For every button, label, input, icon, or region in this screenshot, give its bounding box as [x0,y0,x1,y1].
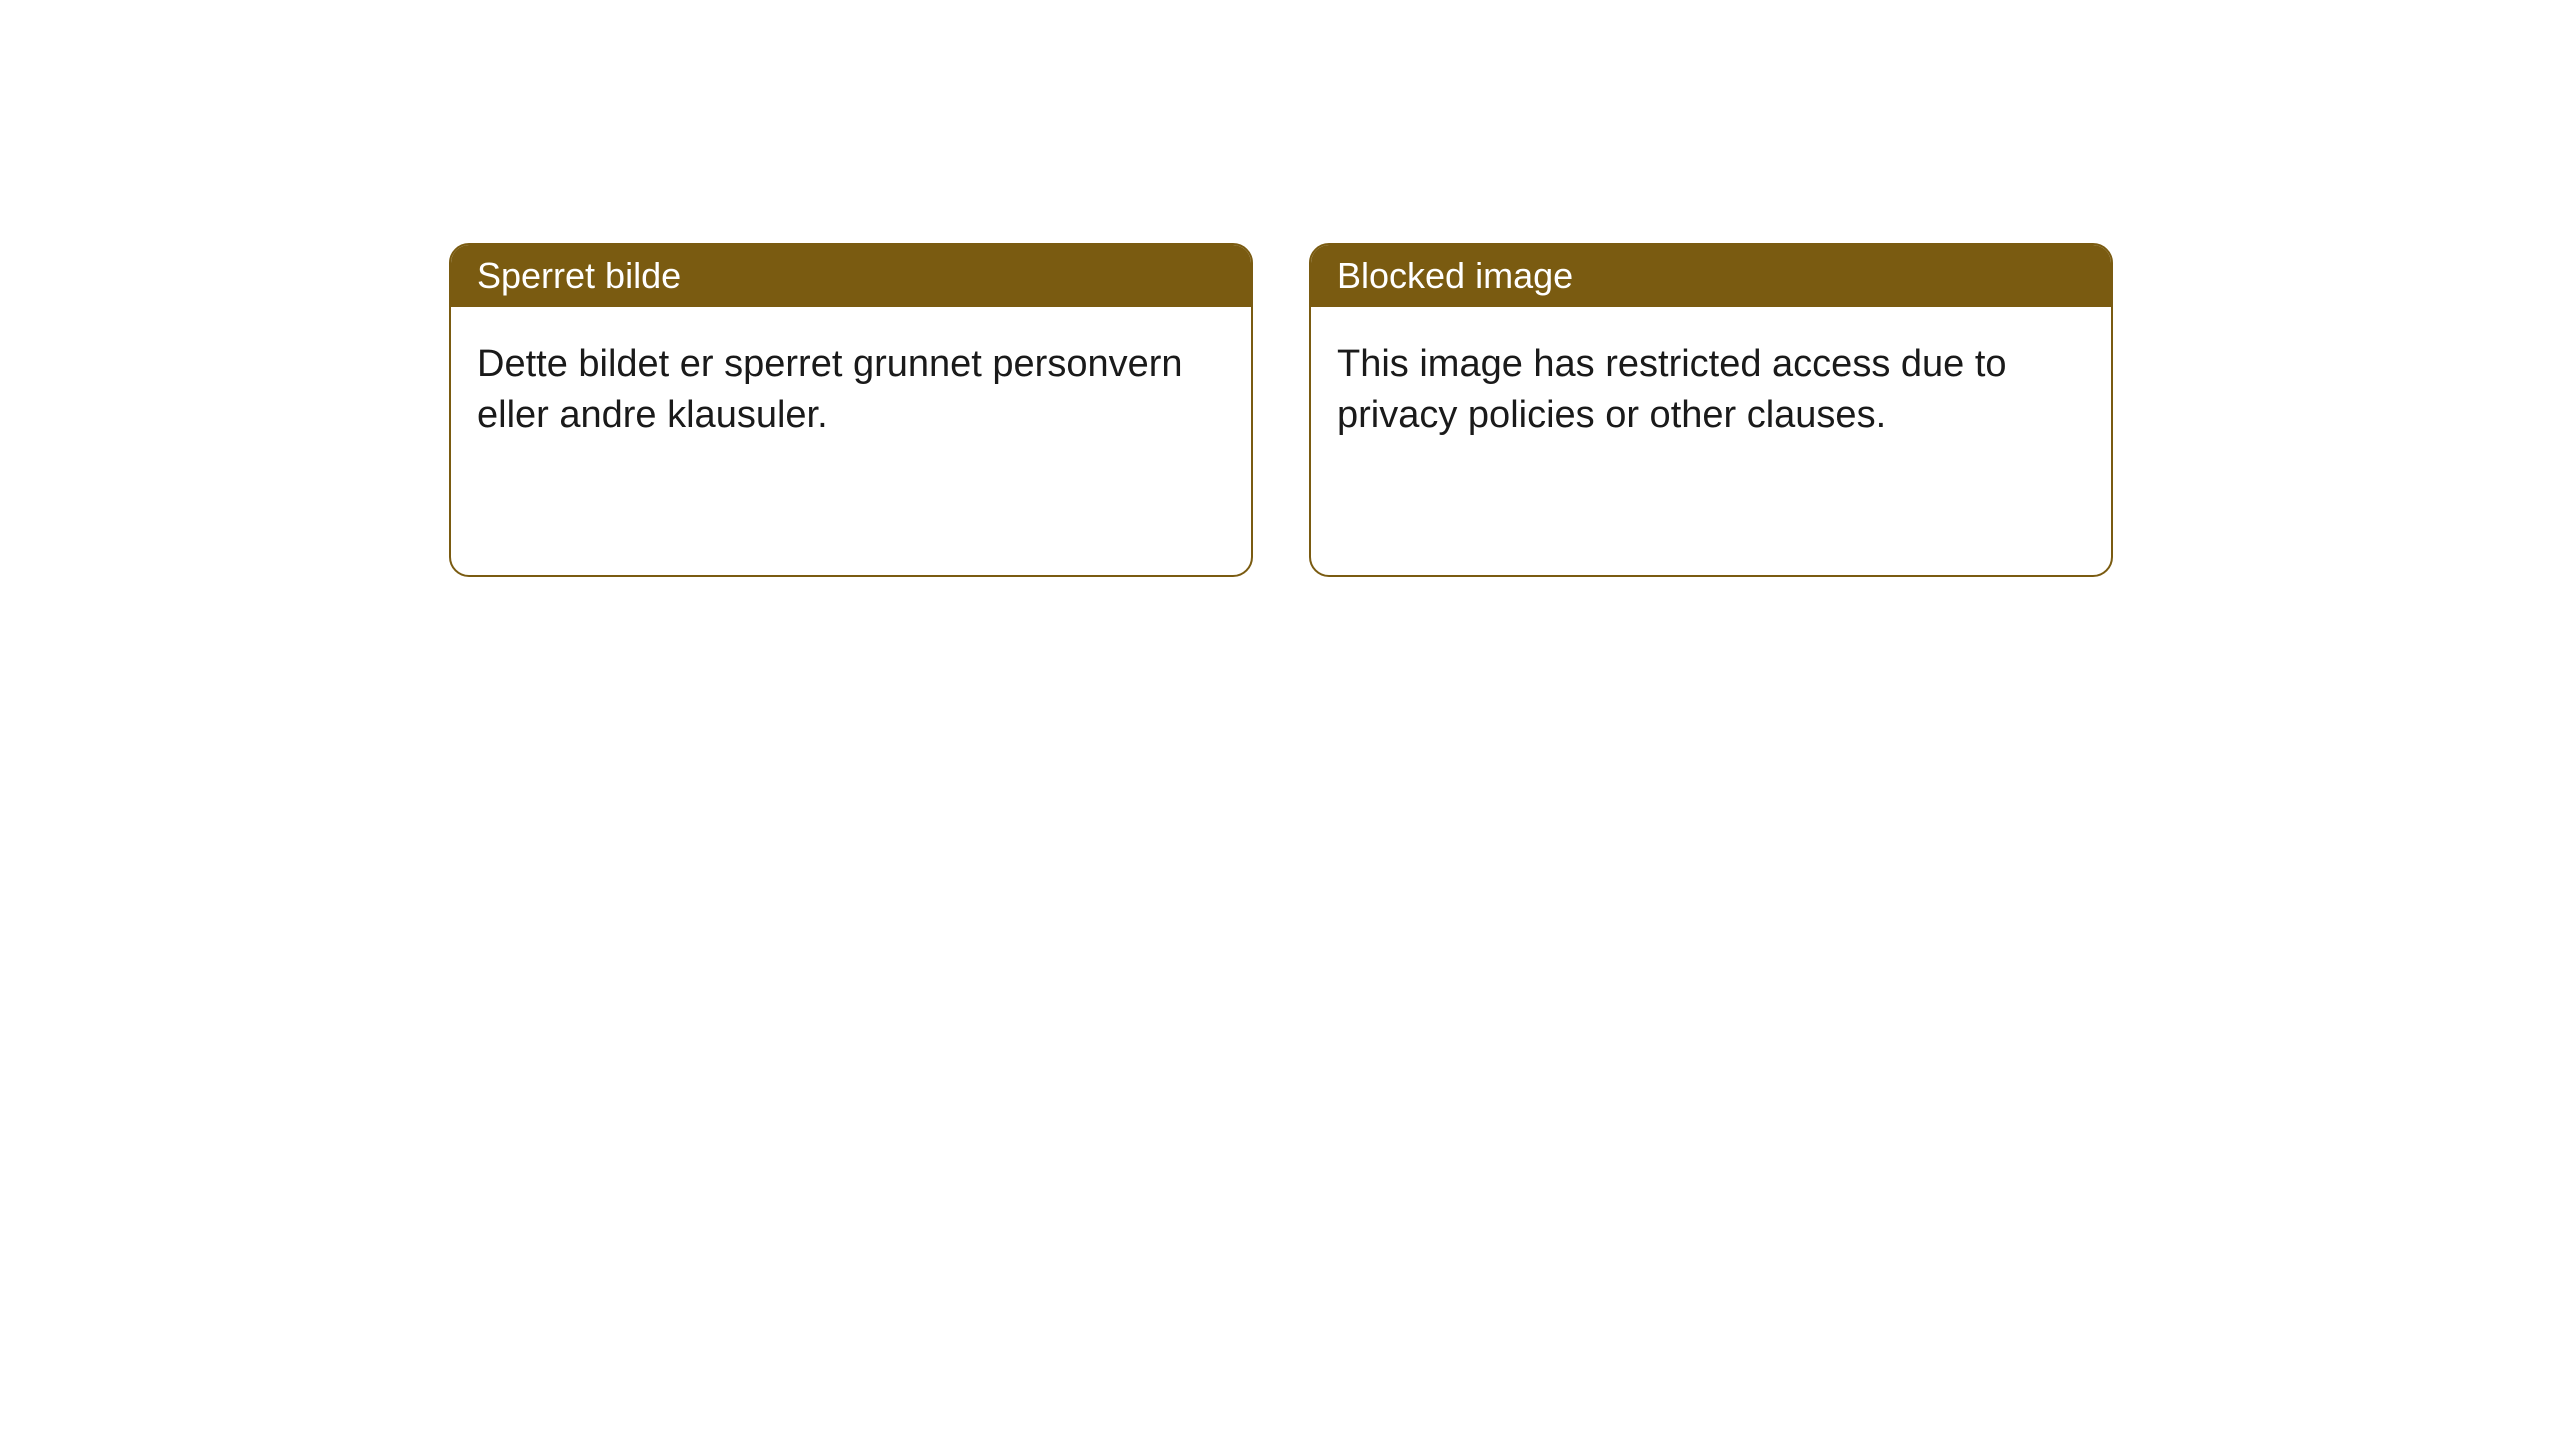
notice-header: Sperret bilde [451,245,1251,307]
notice-header: Blocked image [1311,245,2111,307]
notice-body: Dette bildet er sperret grunnet personve… [451,307,1251,474]
notice-box-norwegian: Sperret bilde Dette bildet er sperret gr… [449,243,1253,577]
notice-box-english: Blocked image This image has restricted … [1309,243,2113,577]
notice-container: Sperret bilde Dette bildet er sperret gr… [0,0,2560,577]
notice-body: This image has restricted access due to … [1311,307,2111,474]
